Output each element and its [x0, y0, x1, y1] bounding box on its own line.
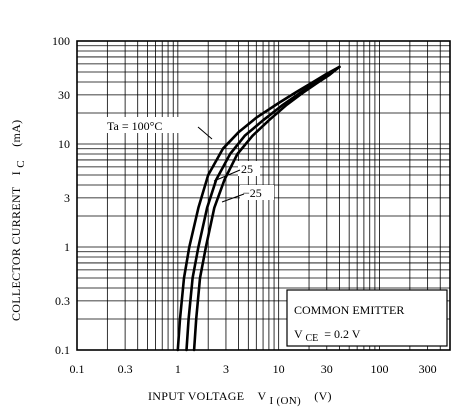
curve-label-bg-m25	[240, 185, 274, 200]
y-tick-label: 0.3	[55, 294, 70, 308]
x-tick-label: 100	[371, 362, 389, 376]
legend-box	[286, 289, 448, 347]
y-axis-symbol: I	[9, 171, 23, 175]
y-axis-title-text: COLLECTOR CURRENT	[9, 186, 23, 321]
curves	[176, 65, 341, 352]
legend-vce-sub: CE	[305, 333, 318, 344]
x-axis-title: INPUT VOLTAGE V I (ON) (V)	[148, 389, 332, 407]
x-tick-label: 300	[419, 362, 437, 376]
leader-25	[213, 169, 241, 182]
x-tick-label: 0.3	[118, 362, 133, 376]
legend-line-1: COMMON EMITTER	[294, 303, 404, 317]
series-line-0	[176, 65, 341, 352]
plot-frame	[76, 40, 451, 351]
x-tick-label: 30	[321, 362, 333, 376]
series-line-2	[192, 65, 341, 352]
curve-label-m25: −25	[243, 186, 262, 200]
x-axis-unit: (V)	[314, 389, 332, 403]
x-axis-title-text: INPUT VOLTAGE	[148, 389, 244, 403]
curve-label-100: Ta = 100°C	[107, 119, 162, 133]
x-tick-label: 10	[273, 362, 285, 376]
x-axis-symbol: V	[257, 389, 266, 403]
y-axis-unit: (mA)	[9, 120, 23, 147]
y-tick-label: 100	[52, 34, 70, 48]
x-tick-label: 3	[223, 362, 229, 376]
leader-m25	[221, 193, 245, 203]
legend-vce-value: = 0.2 V	[324, 327, 361, 341]
y-axis-title: COLLECTOR CURRENT I C (mA)	[9, 120, 27, 321]
curve-label-bg-25	[238, 161, 260, 176]
y-tick-labels: 0.1 0.3 1 3 10 30 100	[52, 34, 70, 357]
y-axis-sub: C	[15, 160, 27, 168]
curve-label-bg-100	[104, 117, 199, 133]
y-tick-label: 0.1	[55, 343, 70, 357]
y-tick-label: 30	[58, 88, 70, 102]
x-tick-labels: 0.1 0.3 1 3 10 30 100 300	[70, 362, 437, 376]
x-tick-label: 0.1	[70, 362, 85, 376]
x-axis-sub: I (ON)	[270, 395, 301, 407]
y-tick-label: 3	[64, 191, 70, 205]
curve-label-25: 25	[241, 162, 253, 176]
leader-100	[197, 126, 213, 140]
y-tick-label: 10	[58, 137, 70, 151]
legend-vce-symbol: V	[294, 327, 303, 341]
y-tick-label: 1	[64, 240, 70, 254]
legend-line-2: V CE = 0.2 V	[294, 327, 361, 344]
x-tick-label: 1	[175, 362, 181, 376]
